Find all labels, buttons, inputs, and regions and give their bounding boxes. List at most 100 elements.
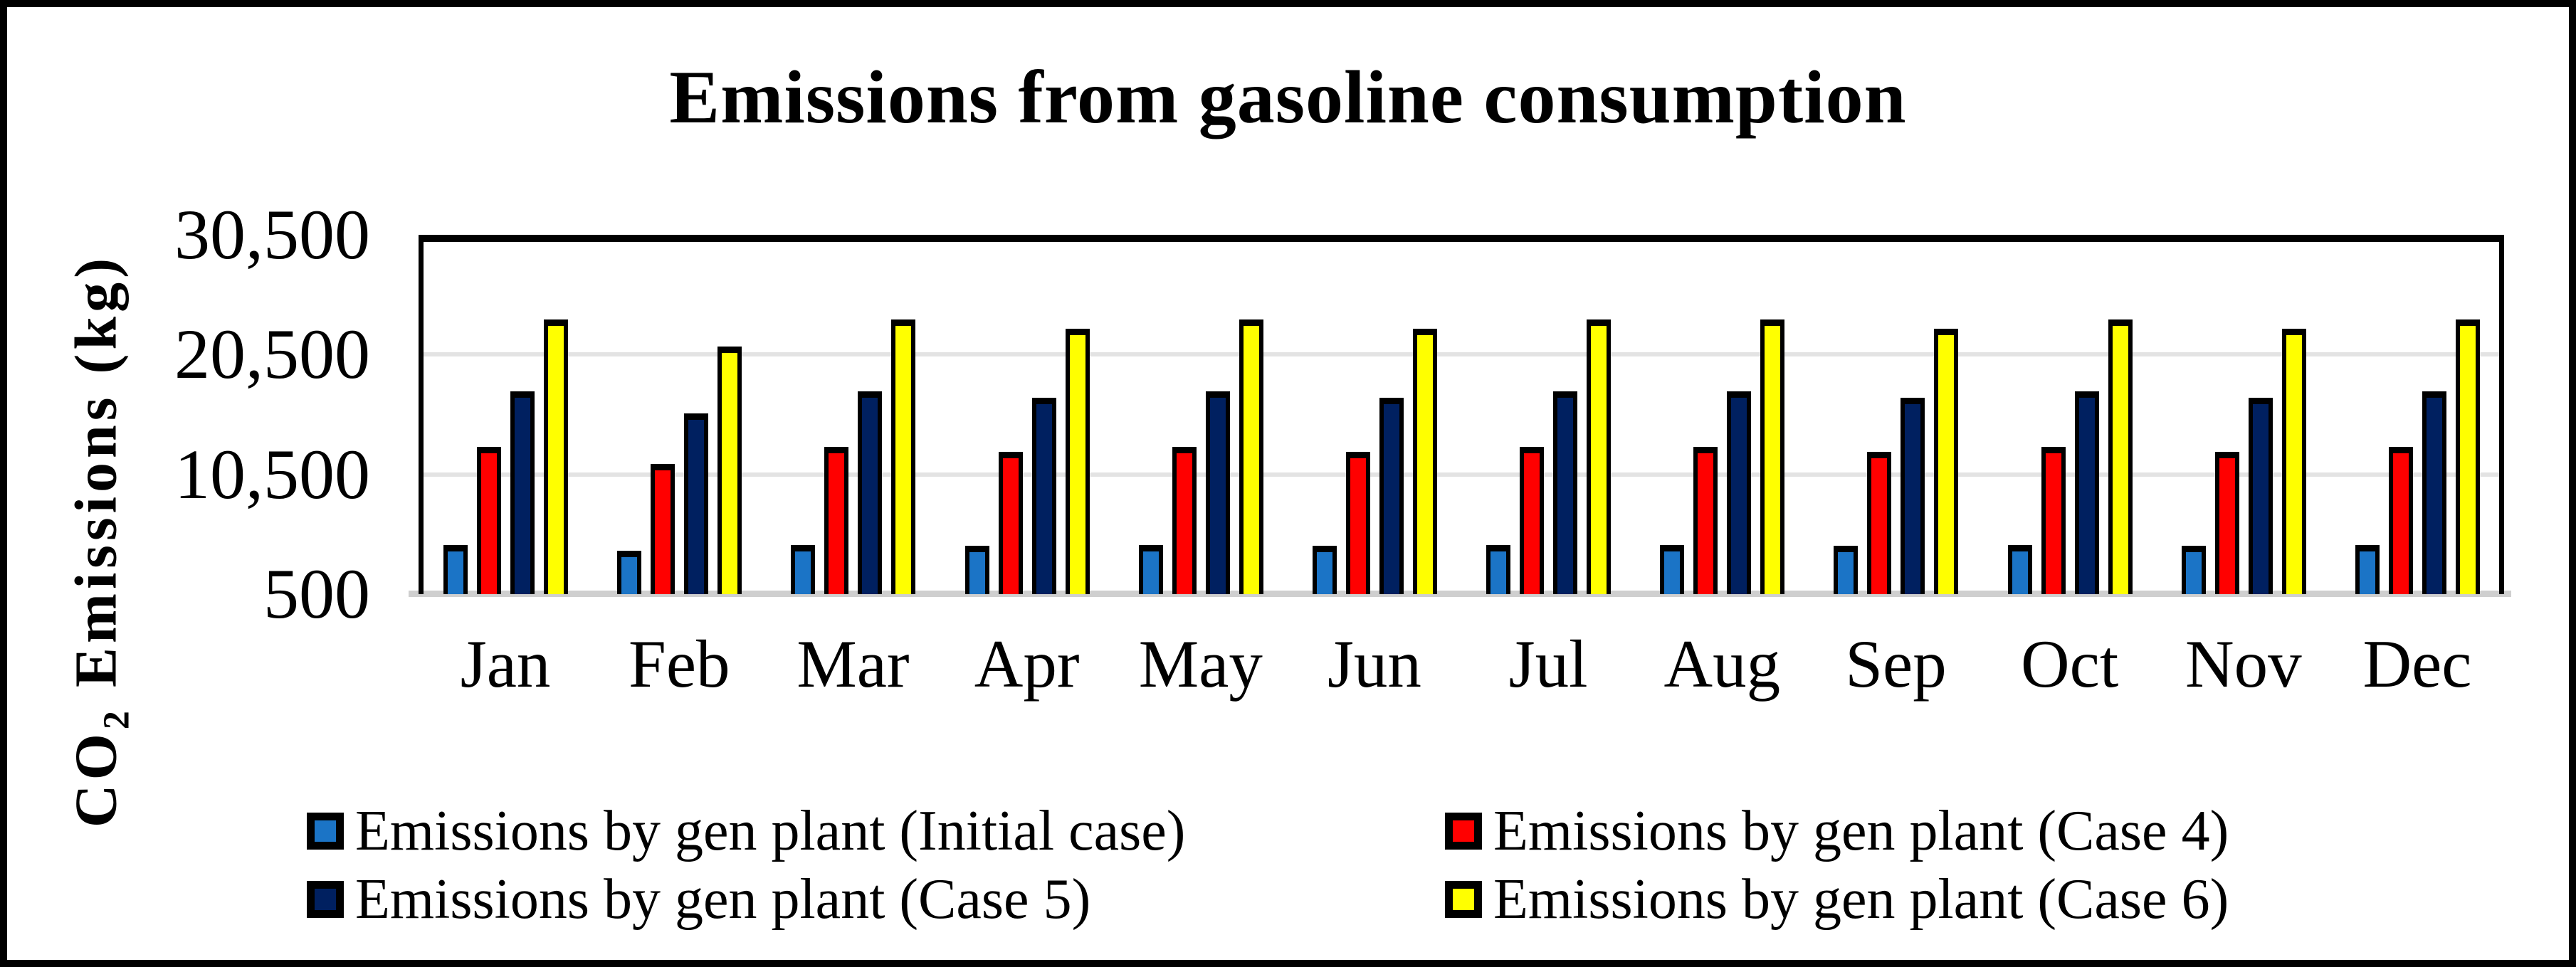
x-tick-label: Sep <box>1845 626 1947 702</box>
bar <box>1486 545 1510 594</box>
y-axis-title-text: CO <box>63 729 130 828</box>
y-tick-label: 20,500 <box>174 315 370 393</box>
bar-group-may <box>1114 235 1288 594</box>
bar <box>2281 329 2306 594</box>
bar <box>616 551 641 594</box>
bar <box>2248 398 2273 594</box>
bar <box>1760 319 1784 594</box>
bar-group-apr <box>940 235 1114 594</box>
bar <box>2041 447 2066 594</box>
bar <box>2181 546 2206 594</box>
bar <box>1933 329 1958 594</box>
x-tick-label: Mar <box>797 626 910 702</box>
bar <box>1345 452 1370 594</box>
x-tick-label: Aug <box>1663 626 1781 702</box>
legend: Emissions by gen plant (Initial case) Emi… <box>307 797 2229 934</box>
legend-swatch <box>307 881 344 918</box>
bar <box>1552 391 1577 594</box>
bar <box>1586 319 1611 594</box>
x-tick-label: Oct <box>2021 626 2119 702</box>
bar <box>1065 329 1090 594</box>
bar <box>964 546 989 594</box>
legend-swatch <box>1445 881 1482 918</box>
x-axis-line <box>409 591 2511 597</box>
x-tick-label: Nov <box>2185 626 2302 702</box>
plot-area <box>409 235 2511 597</box>
bar <box>1379 398 1404 594</box>
y-tick-label: 30,500 <box>174 195 370 274</box>
legend-label: Emissions by gen plant (Case 5) <box>355 868 1091 931</box>
y-tick-label: 500 <box>263 554 370 633</box>
x-tick-label: Feb <box>629 626 730 702</box>
x-tick-label: May <box>1138 626 1263 702</box>
x-axis-labels: Jan Feb Mar Apr May Jun Jul Aug Sep Oct Nov Dec <box>419 621 2504 707</box>
bar <box>998 452 1023 594</box>
bar-group-sep <box>1809 235 1982 594</box>
bar-group-aug <box>1635 235 1809 594</box>
bar-group-feb <box>592 235 766 594</box>
x-tick-label: Apr <box>974 626 1080 702</box>
bar <box>2007 545 2032 594</box>
bar-group-jun <box>1288 235 1461 594</box>
plot-border-top <box>419 235 2504 242</box>
bar-group-jan <box>419 235 592 594</box>
bar <box>1726 391 1751 594</box>
bar <box>2108 319 2133 594</box>
x-tick-label: Jul <box>1508 626 1588 702</box>
plot-border-right <box>2499 235 2504 594</box>
bar <box>1519 447 1544 594</box>
plot-border-left <box>419 235 424 594</box>
bar <box>717 347 742 594</box>
bar <box>1866 452 1891 594</box>
legend-swatch <box>307 813 344 850</box>
bar-group-oct <box>1983 235 2157 594</box>
bar <box>1172 447 1197 594</box>
bar <box>543 319 568 594</box>
bar <box>2074 391 2099 594</box>
legend-label: Emissions by gen plant (Initial case) <box>355 800 1186 862</box>
legend-label: Emissions by gen plant (Case 6) <box>1493 868 2229 931</box>
y-tick-label: 10,500 <box>174 435 370 514</box>
bar <box>1205 391 1230 594</box>
chart-title: Emissions from gasoline consumption <box>669 56 1907 139</box>
bar-group-jul <box>1461 235 1635 594</box>
bar <box>1412 329 1437 594</box>
bar <box>2355 545 2380 594</box>
gridline <box>419 352 2504 356</box>
bar <box>443 545 468 594</box>
bar-group-nov <box>2157 235 2330 594</box>
bar <box>1833 546 1858 594</box>
x-tick-label: Jan <box>460 626 551 702</box>
bar <box>2214 452 2239 594</box>
bar <box>824 447 848 594</box>
bar <box>1693 447 1718 594</box>
bar <box>2422 391 2446 594</box>
bar <box>1659 545 1684 594</box>
bar <box>1138 545 1163 594</box>
bar <box>2388 447 2413 594</box>
bar <box>476 447 501 594</box>
gridline <box>419 472 2504 477</box>
bar <box>1031 398 1056 594</box>
x-tick-label: Dec <box>2362 626 2472 702</box>
bar <box>790 545 815 594</box>
legend-item: Emissions by gen plant (Case 5) <box>307 865 1445 934</box>
x-tick-label: Jun <box>1327 626 1421 702</box>
bar-group-mar <box>766 235 940 594</box>
bar <box>683 413 708 594</box>
bar-group-dec <box>2330 235 2504 594</box>
legend-item: Emissions by gen plant (Case 4) <box>1445 797 2229 865</box>
bar <box>2455 319 2480 594</box>
legend-item: Emissions by gen plant (Initial case) <box>307 797 1445 865</box>
legend-swatch <box>1445 813 1482 850</box>
legend-label: Emissions by gen plant (Case 4) <box>1493 800 2229 862</box>
y-axis-title-subscript: 2 <box>96 707 137 730</box>
bar <box>857 391 882 594</box>
bar <box>510 391 535 594</box>
bar <box>890 319 915 594</box>
legend-item: Emissions by gen plant (Case 6) <box>1445 865 2229 934</box>
bar <box>1239 319 1263 594</box>
bar <box>1312 546 1337 594</box>
bar <box>650 464 675 594</box>
